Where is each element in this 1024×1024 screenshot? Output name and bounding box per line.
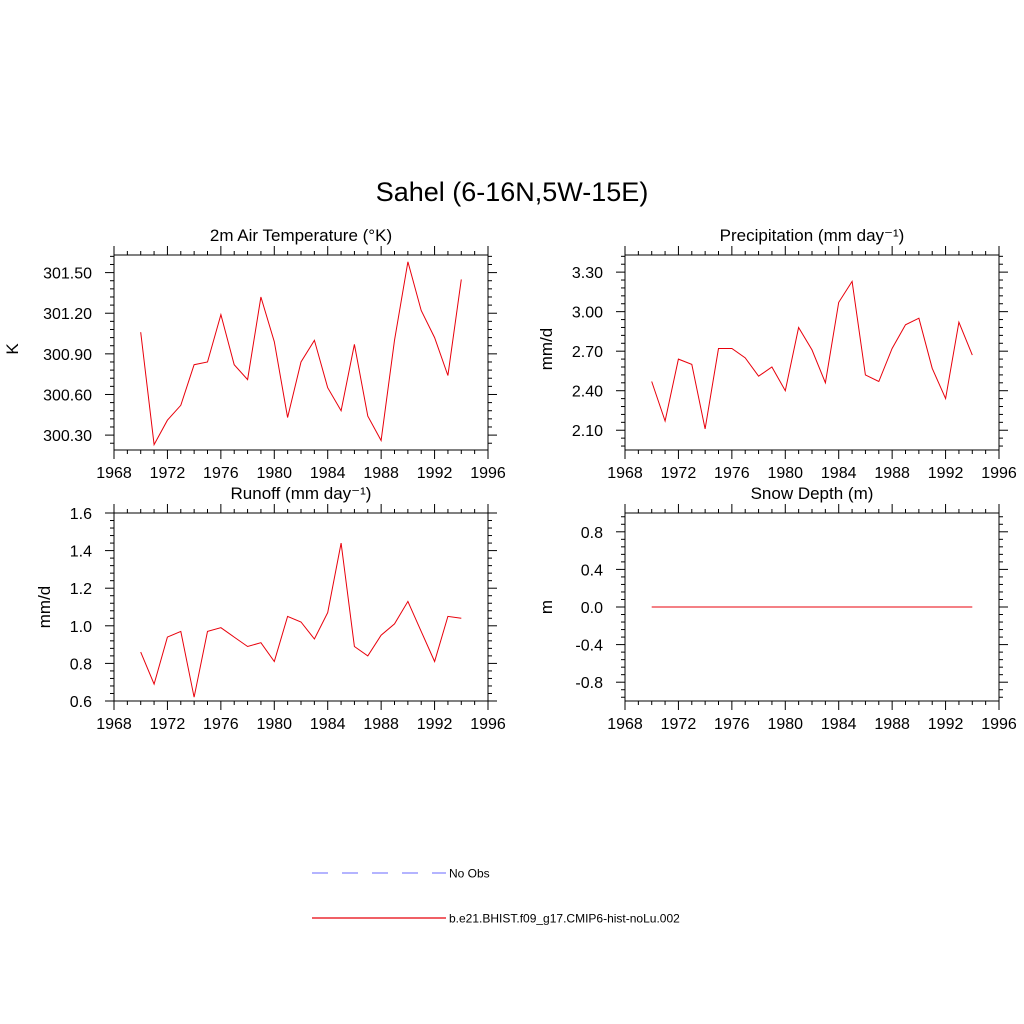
- x-tick-label: 1972: [661, 716, 697, 733]
- x-tick-label: 1976: [203, 465, 239, 482]
- x-tick-label: 1968: [96, 465, 132, 482]
- x-tick-label: 1972: [150, 465, 186, 482]
- x-tick-label: 1976: [714, 465, 750, 482]
- x-tick-label: 1996: [470, 716, 506, 733]
- x-tick-label: 1980: [256, 716, 292, 733]
- x-tick-label: 1992: [928, 716, 964, 733]
- y-tick-label: 300.90: [43, 347, 92, 364]
- x-tick-label: 1980: [767, 465, 803, 482]
- y-tick-label: 300.60: [43, 387, 92, 404]
- panel-title: 2m Air Temperature (°K): [210, 226, 392, 245]
- x-tick-label: 1984: [310, 716, 346, 733]
- panel-precipitation: Precipitation (mm day⁻¹) mm/d 1968 1972 19…: [537, 226, 1017, 482]
- y-tick-label: 3.30: [572, 265, 603, 282]
- y-axis-label: mm/d: [35, 586, 54, 629]
- x-tick-label: 1988: [363, 465, 399, 482]
- x-tick-label: 1968: [607, 465, 643, 482]
- x-tick-label: 1988: [874, 716, 910, 733]
- y-tick-label: 0.8: [581, 525, 603, 542]
- x-tick-label: 1996: [470, 465, 506, 482]
- plot-frame: [113, 254, 489, 451]
- panel-title: Snow Depth (m): [751, 484, 874, 503]
- y-tick-label: 2.70: [572, 344, 603, 361]
- y-tick-label: 0.8: [70, 656, 92, 673]
- y-tick-label: 0.0: [581, 600, 603, 617]
- y-axis-label: m: [537, 600, 556, 614]
- y-tick-label: 1.4: [70, 544, 92, 561]
- y-tick-label: 2.40: [572, 384, 603, 401]
- x-tick-label: 1968: [607, 716, 643, 733]
- panel-title: Runoff (mm day⁻¹): [231, 484, 372, 503]
- y-tick-label: 3.00: [572, 305, 603, 322]
- series-line: [140, 543, 462, 698]
- legend: No Obs b.e21.BHIST.f09_g17.CMIP6-hist-no…: [312, 867, 680, 926]
- x-tick-label: 1976: [714, 716, 750, 733]
- panel-air-temperature: 2m Air Temperature (°K) K 1968 1972 1976 19…: [3, 226, 506, 482]
- y-tick-label: 301.20: [43, 306, 92, 323]
- y-tick-label: 300.30: [43, 428, 92, 445]
- y-tick-label: 1.6: [70, 506, 92, 523]
- x-tick-label: 1992: [928, 465, 964, 482]
- y-tick-label: 301.50: [43, 266, 92, 283]
- x-tick-label: 1976: [203, 716, 239, 733]
- x-tick-label: 1984: [310, 465, 346, 482]
- x-tick-label: 1988: [874, 465, 910, 482]
- x-tick-label: 1992: [417, 465, 453, 482]
- legend-label-obs: No Obs: [449, 867, 490, 881]
- x-tick-label: 1996: [981, 716, 1017, 733]
- legend-label-model: b.e21.BHIST.f09_g17.CMIP6-hist-noLu.002: [449, 912, 680, 926]
- x-tick-label: 1980: [767, 716, 803, 733]
- y-tick-label: 1.0: [70, 619, 92, 636]
- x-tick-label: 1972: [661, 465, 697, 482]
- panel-title: Precipitation (mm day⁻¹): [720, 226, 905, 245]
- plot-frame: [113, 512, 489, 702]
- x-tick-label: 1992: [417, 716, 453, 733]
- panel-snow-depth: Snow Depth (m) m 1968 1972 1976 1980 1984 198…: [537, 484, 1017, 733]
- x-tick-label: 1968: [96, 716, 132, 733]
- y-tick-label: 0.6: [70, 694, 92, 711]
- x-tick-label: 1972: [150, 716, 186, 733]
- plot-frame: [624, 254, 1000, 451]
- y-tick-label: -0.4: [575, 638, 603, 655]
- y-tick-label: -0.8: [575, 675, 603, 692]
- y-tick-label: 0.4: [581, 562, 603, 579]
- y-axis-label: mm/d: [537, 328, 556, 371]
- x-tick-label: 1984: [821, 465, 857, 482]
- x-tick-label: 1996: [981, 465, 1017, 482]
- series-line: [140, 261, 462, 447]
- x-tick-label: 1984: [821, 716, 857, 733]
- figure-title: Sahel (6-16N,5W-15E): [376, 177, 649, 207]
- x-tick-label: 1988: [363, 716, 399, 733]
- x-tick-label: 1980: [256, 465, 292, 482]
- series-line: [651, 279, 973, 430]
- panel-runoff: Runoff (mm day⁻¹) mm/d 1968 1972 1976 1980 1…: [35, 484, 506, 733]
- y-axis-label: K: [3, 343, 22, 355]
- y-tick-label: 2.10: [572, 423, 603, 440]
- y-tick-label: 1.2: [70, 581, 92, 598]
